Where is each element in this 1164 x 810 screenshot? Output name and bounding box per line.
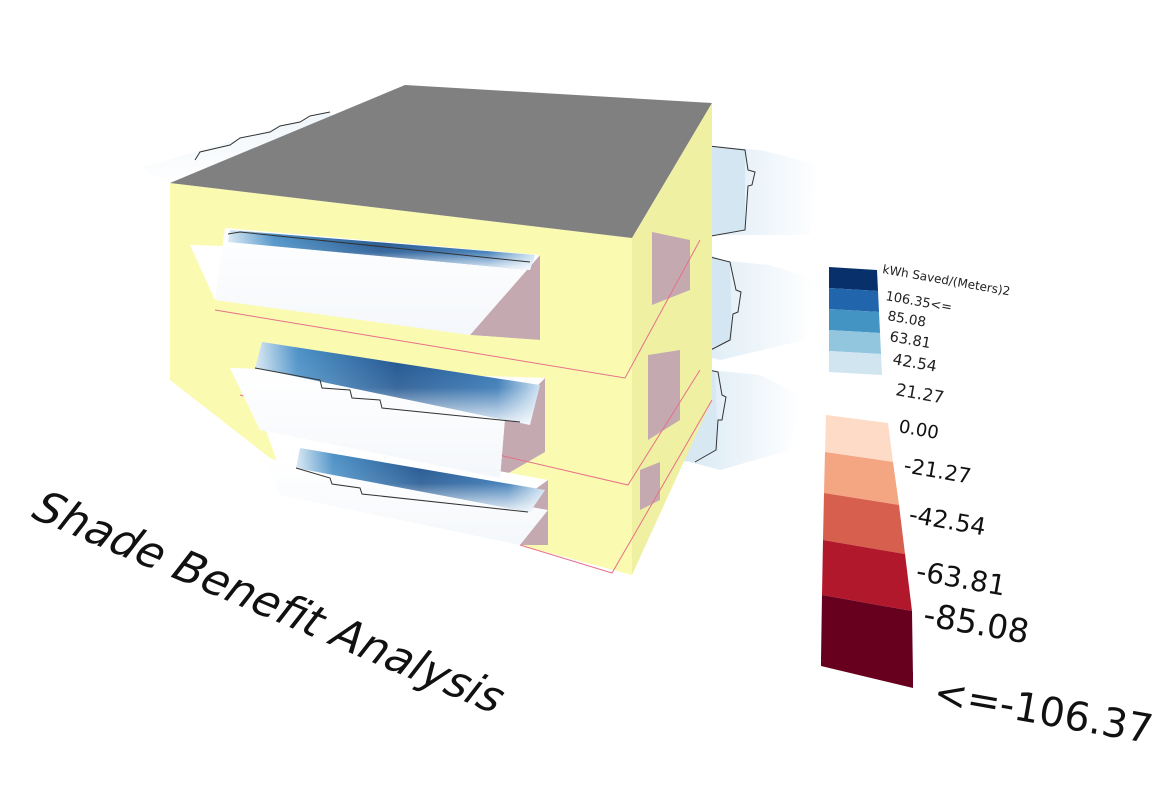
legend-swatch-negative — [824, 452, 899, 505]
legend-label-negative: -42.54 — [907, 500, 988, 541]
legend-label-negative: -85.08 — [921, 594, 1033, 651]
legend-swatch-positive — [829, 288, 879, 312]
legend-label-negative: -21.27 — [902, 453, 973, 488]
legend-label-positive: 85.08 — [886, 308, 927, 330]
legend-swatch-positive — [829, 351, 882, 375]
legend-swatch-positive — [829, 330, 881, 354]
legend-swatch-negative — [823, 493, 905, 554]
legend-swatch-negative — [825, 415, 893, 462]
legend-swatch-negative — [822, 540, 912, 611]
slab-analysis-1 — [265, 448, 548, 545]
slab-analysis-2 — [230, 342, 545, 478]
legend-swatch-negative — [821, 595, 913, 678]
left-shade-fins — [140, 111, 335, 185]
legend-label-positive: 42.54 — [891, 350, 938, 375]
legend-swatch-positive — [829, 309, 880, 333]
legend-swatch-positive — [829, 267, 878, 291]
slab-analysis-3 — [215, 228, 540, 335]
legend-swatch-negative — [821, 660, 913, 688]
legend-label-negative: <=-106.37 — [930, 670, 1156, 754]
legend-label-positive: 63.81 — [888, 329, 932, 352]
legend-label-negative: 0.00 — [897, 416, 940, 444]
legend-label-positive: 21.27 — [894, 380, 945, 408]
side-facade — [632, 110, 712, 575]
color-legend: kWh Saved/(Meters)2106.35<=85.0863.8142.… — [821, 262, 1156, 753]
roof — [170, 85, 712, 238]
